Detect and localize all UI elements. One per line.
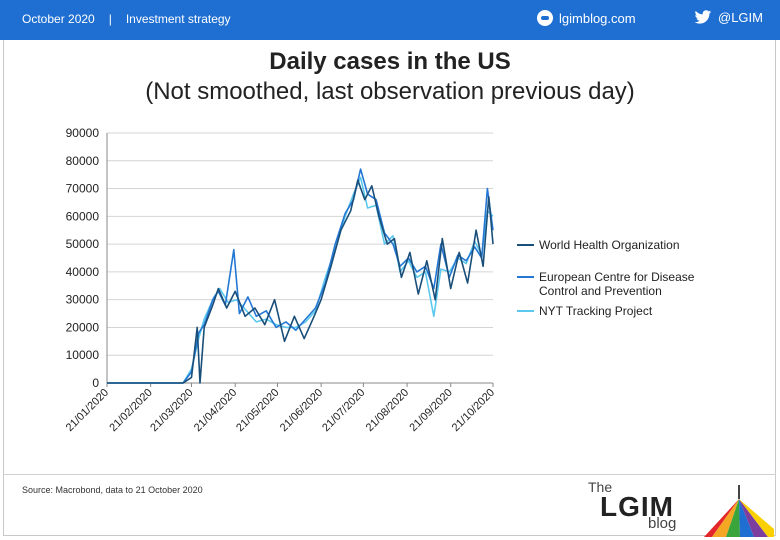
x-tick-label: 21/07/2020	[320, 387, 367, 434]
x-tick-label: 21/09/2020	[407, 387, 454, 434]
y-tick-label: 20000	[66, 320, 100, 334]
line-chart: 0 10000 20000 30000 40000 50000 60000 70000 8000…	[0, 0, 780, 470]
x-tick-label: 21/01/2020	[64, 387, 111, 434]
y-tick-label: 40000	[66, 265, 100, 279]
x-tick-label: 21/03/2020	[148, 387, 195, 434]
legend-label: NYT Tracking Project	[539, 304, 653, 318]
y-tick-label: 80000	[66, 154, 100, 168]
x-tick-label: 21/04/2020	[192, 387, 239, 434]
x-tick-label: 21/05/2020	[234, 387, 281, 434]
lgim-blog-logo: The LGIM blog	[586, 479, 776, 537]
y-tick-label: 30000	[66, 293, 100, 307]
y-tick-label: 60000	[66, 209, 100, 223]
y-tick-label: 70000	[66, 182, 100, 196]
y-tick-label: 50000	[66, 237, 100, 251]
y-tick-label: 0	[92, 376, 99, 390]
legend-label: World Health Organization	[539, 238, 680, 252]
logo-blog: blog	[648, 515, 676, 532]
y-tick-label: 10000	[66, 348, 100, 362]
y-tick-label: 90000	[66, 126, 100, 140]
x-tick-label: 21/10/2020	[450, 387, 497, 434]
footer-divider	[3, 474, 776, 475]
umbrella-icon	[704, 479, 774, 537]
series-line	[107, 169, 493, 383]
x-tick-label: 21/06/2020	[278, 387, 325, 434]
x-tick-label: 21/02/2020	[107, 387, 154, 434]
legend-label: European Centre for Disease Control and P…	[539, 270, 695, 298]
source-note: Source: Macrobond, data to 21 October 20…	[22, 485, 203, 495]
x-tick-label: 21/08/2020	[364, 387, 411, 434]
